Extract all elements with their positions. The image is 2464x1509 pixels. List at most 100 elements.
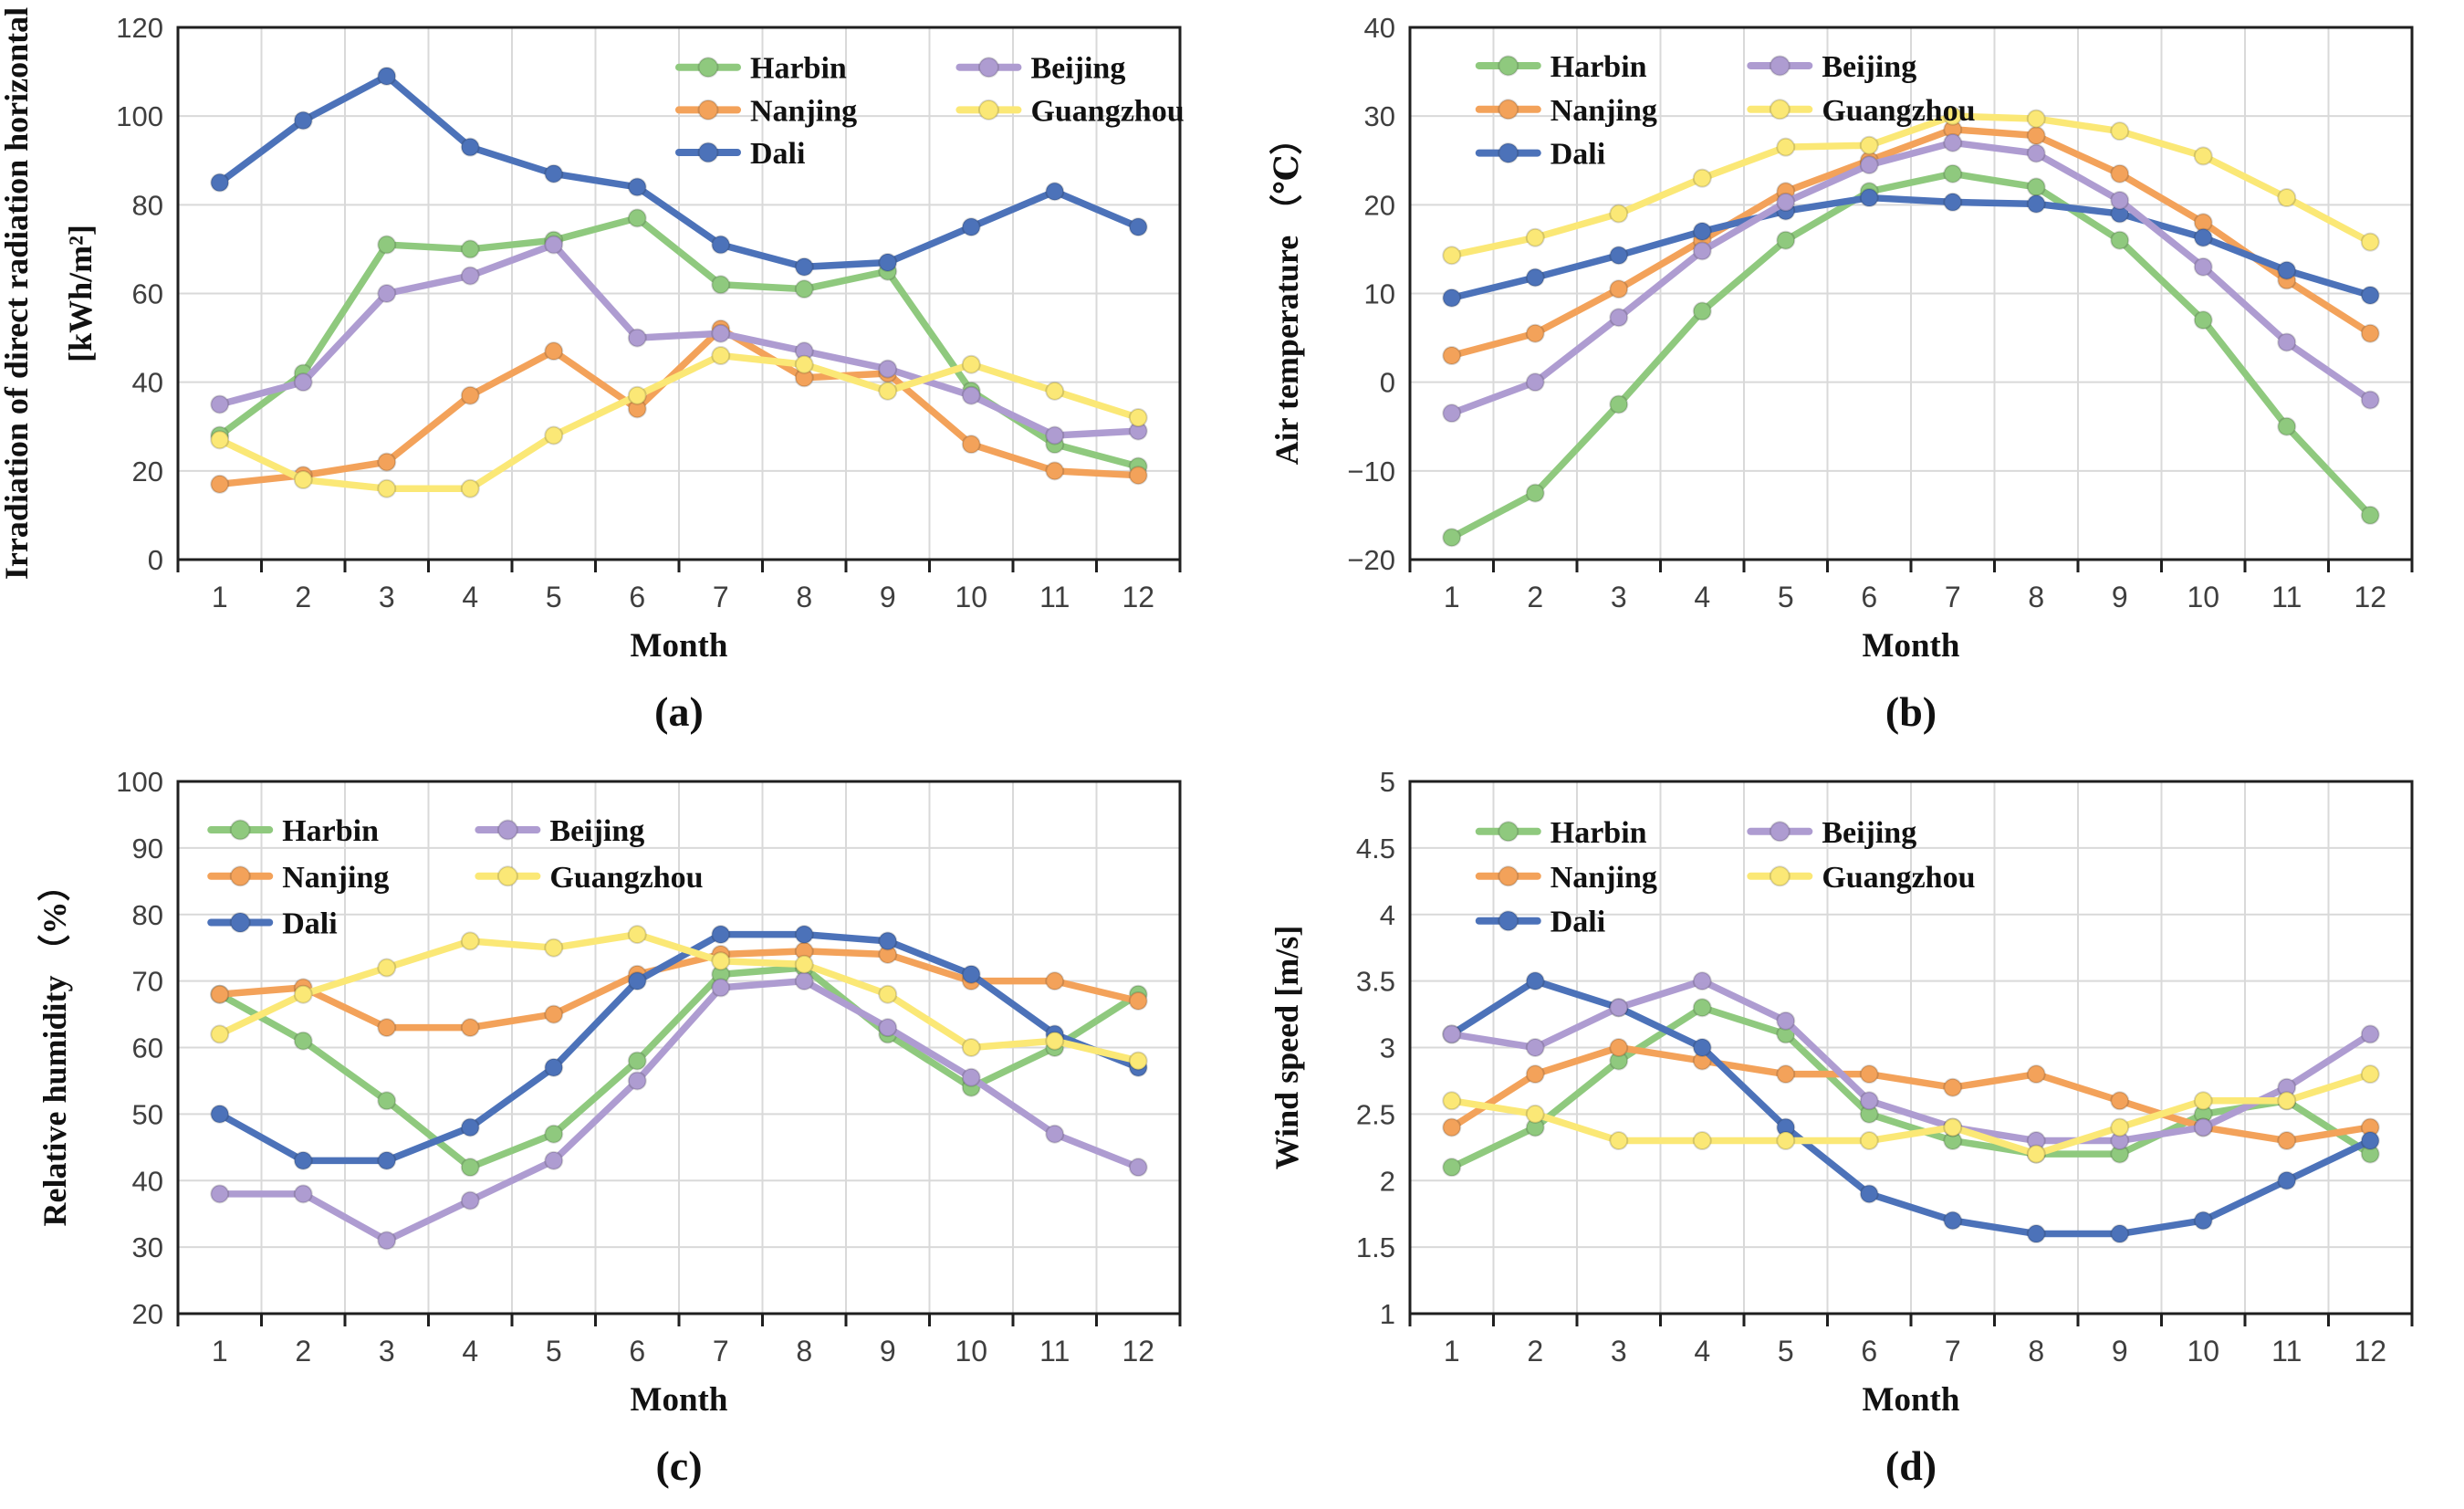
legend-label: Dali [282, 906, 337, 940]
svg-text:1: 1 [1444, 1335, 1460, 1368]
data-point [2110, 1091, 2130, 1111]
data-point [210, 173, 230, 193]
data-point [794, 971, 814, 991]
data-point [210, 430, 230, 450]
svg-text:7: 7 [713, 1335, 729, 1368]
data-point [627, 385, 647, 405]
data-point [460, 137, 480, 157]
chart-panel-d: 1 1.5 2 2.5 3 3.5 4 4.5 5 1 2 3 4 5 6 7 8 9 10 11 12 Harbin Na… [1232, 754, 2464, 1509]
data-point [1859, 135, 1879, 155]
data-point [1442, 346, 1462, 366]
data-point [1776, 137, 1796, 157]
data-point [2360, 1131, 2380, 1151]
y-axis-tick-labels: 20 30 40 50 60 70 80 90 100 [116, 766, 163, 1330]
svg-text:5: 5 [546, 581, 562, 613]
data-point [961, 964, 981, 984]
data-point [961, 217, 981, 237]
data-point [1525, 267, 1545, 288]
y-axis-title: [kWh/m²] [62, 225, 99, 362]
data-point [961, 1067, 981, 1087]
data-point [1943, 192, 1963, 212]
data-point [711, 978, 731, 998]
legend-item-nanjing: Nanjing [1475, 94, 1657, 128]
data-point [293, 110, 313, 131]
data-point [1525, 323, 1545, 343]
data-point [2026, 1144, 2046, 1164]
data-point [1045, 1031, 1065, 1051]
x-tick-marks [1408, 1314, 2414, 1326]
data-point [1692, 1131, 1712, 1151]
svg-text:12: 12 [1122, 581, 1154, 613]
data-point [544, 1004, 564, 1024]
data-point [2193, 1091, 2213, 1111]
legend-item-dali: Dali [675, 137, 805, 171]
data-point [627, 177, 647, 197]
data-point [293, 372, 313, 393]
svg-text:11: 11 [1039, 1335, 1070, 1368]
svg-text:4: 4 [462, 1335, 478, 1368]
data-point [794, 279, 814, 299]
svg-text:7: 7 [713, 581, 729, 613]
svg-text:9: 9 [2112, 581, 2128, 613]
data-point [544, 163, 564, 183]
svg-text:40: 40 [1364, 12, 1395, 44]
svg-text:2: 2 [1527, 581, 1543, 613]
legend-item-beijing: Beijing [955, 52, 1125, 86]
data-point [2277, 1170, 2297, 1190]
data-point [377, 66, 397, 86]
data-point [961, 354, 981, 374]
data-point [1045, 971, 1065, 991]
y-axis-title: Irradiation of direct radiation horizont… [0, 7, 35, 580]
data-point [2193, 257, 2213, 277]
y-axis-title: Air temperature （℃） [1269, 122, 1305, 466]
data-point [1692, 241, 1712, 261]
data-point [377, 452, 397, 472]
data-point [1609, 1131, 1629, 1151]
data-point [711, 346, 731, 366]
data-point [1045, 425, 1065, 445]
legend-swatch-marker [1769, 55, 1791, 77]
legend-label: Dali [1550, 906, 1605, 939]
svg-text:4.5: 4.5 [1356, 833, 1395, 865]
svg-text:20: 20 [1364, 189, 1395, 221]
data-point [460, 931, 480, 951]
legend-item-guangzhou: Guangzhou [475, 861, 704, 895]
legend-swatch-marker [1498, 99, 1519, 121]
data-point [2193, 1210, 2213, 1231]
legend-item-harbin: Harbin [1475, 816, 1647, 850]
data-point [2193, 1117, 2213, 1137]
series-nanjing [1442, 1038, 2380, 1151]
data-point [2277, 260, 2297, 280]
legend-label: Beijing [1822, 50, 1916, 84]
data-point [2193, 310, 2213, 330]
legend-label: Nanjing [1550, 94, 1657, 128]
legend-swatch-marker [1498, 142, 1519, 164]
series-guangzhou [210, 346, 1148, 498]
series-dali [210, 925, 1148, 1170]
svg-text:5: 5 [546, 1335, 562, 1368]
svg-text:3: 3 [1380, 1032, 1395, 1064]
svg-text:70: 70 [132, 966, 163, 998]
data-point [210, 984, 230, 1004]
data-point [2360, 285, 2380, 305]
legend-label: Guangzhou [1030, 94, 1184, 128]
data-point [1692, 301, 1712, 321]
data-point [293, 1031, 313, 1051]
data-point [1859, 1184, 1879, 1204]
data-point [794, 257, 814, 277]
legend-swatch-marker [697, 99, 719, 121]
data-point [1525, 971, 1545, 991]
data-point [460, 1018, 480, 1038]
data-point [1692, 1038, 1712, 1057]
data-point [1859, 188, 1879, 208]
svg-text:12: 12 [2354, 1335, 2386, 1368]
x-axis-title: Month [631, 1381, 728, 1419]
data-point [711, 275, 731, 295]
svg-text:3: 3 [379, 1335, 395, 1368]
data-point [1525, 227, 1545, 247]
data-point [544, 425, 564, 445]
data-point [961, 1038, 981, 1057]
data-point [2360, 323, 2380, 343]
data-point [1692, 221, 1712, 241]
